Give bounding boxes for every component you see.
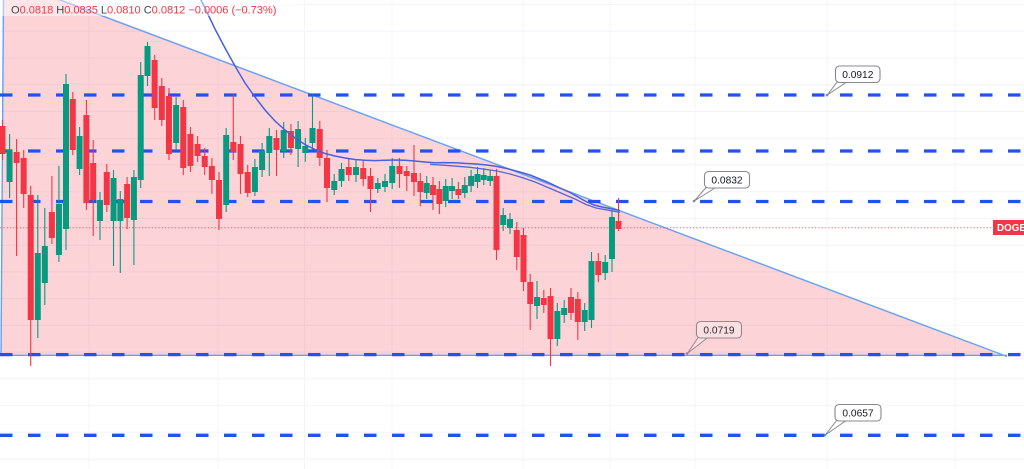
svg-text:O0.0818 H0.0835 L0.0810 C0.081: O0.0818 H0.0835 L0.0810 C0.0812 −0.0006 … xyxy=(11,4,276,16)
svg-text:0.0912: 0.0912 xyxy=(842,70,873,81)
svg-text:0.0719: 0.0719 xyxy=(703,326,734,337)
svg-text:DOGEU: DOGEU xyxy=(997,223,1024,234)
svg-text:0.0832: 0.0832 xyxy=(711,176,742,187)
svg-text:0.0657: 0.0657 xyxy=(842,409,873,420)
